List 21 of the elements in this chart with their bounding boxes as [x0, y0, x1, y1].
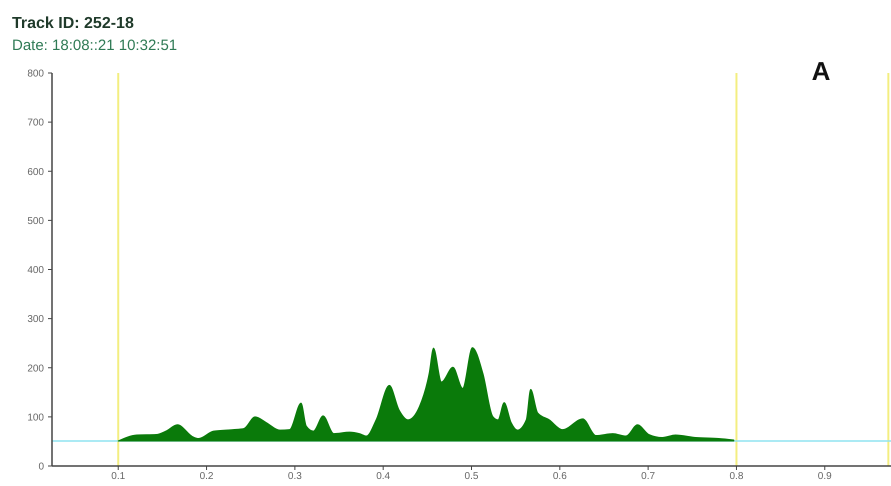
y-tick-label: 400	[27, 265, 44, 276]
annotation: A	[812, 56, 831, 86]
chart-title: Track ID: 252-18	[12, 15, 134, 32]
y-tick-label: 600	[27, 166, 44, 178]
y-tick-label: 200	[27, 363, 44, 374]
x-tick-label: 0.6	[552, 471, 568, 482]
y-tick-label: 0	[38, 462, 44, 472]
y-tick-label: 100	[27, 412, 44, 424]
x-tick-label: 0.2	[200, 471, 214, 482]
chart-subtitle: Date: 18:08::21 10:32:51	[12, 37, 178, 54]
x-tick-label: 0.8	[729, 471, 744, 482]
x-tick-label: 0.5	[464, 471, 479, 482]
y-tick-label: 800	[27, 68, 44, 80]
x-tick-label: 0.7	[641, 471, 656, 482]
x-tick-label: 0.4	[376, 471, 391, 482]
x-tick-label: 0.3	[288, 471, 302, 482]
x-tick-label: 0.9	[818, 471, 832, 482]
x-tick-label: 0.1	[111, 471, 126, 482]
y-tick-label: 700	[27, 118, 44, 129]
y-tick-label: 300	[27, 314, 44, 326]
y-tick-label: 500	[27, 216, 44, 227]
